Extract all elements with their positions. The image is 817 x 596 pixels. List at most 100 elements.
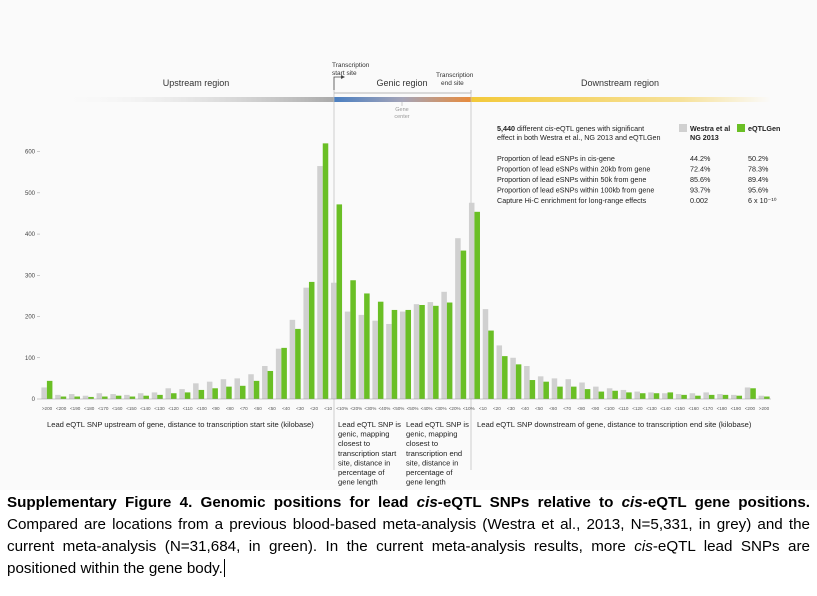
bar-westra [427,302,434,399]
bar-westra [675,394,682,399]
bar-eqtlgen [212,388,218,399]
tes-note-line: Lead eQTL SNP is [406,420,469,429]
tss-note-line: genic, mapping [338,430,390,439]
x-axis-ticks: >200 <200 <190 <180 <170 <160 <150 <140 <130 <120… [42,406,770,411]
tes-bracket [334,90,472,94]
genic-region-label: Genic region [376,78,427,88]
x-tick-label: <70 [563,406,571,411]
region-band: Upstream region Genic region Downstream … [40,62,771,120]
x-tick-label: <60 [254,406,262,411]
x-tick-label: <200 [745,406,756,411]
bar-eqtlgen [460,250,467,399]
bar-eqtlgen [557,386,563,399]
tss-note-line: gene length [338,478,378,487]
bar-eqtlgen [584,389,591,399]
x-tick-label: <180 [84,406,95,411]
bar-eqtlgen [433,305,439,399]
stats-header-line2: effect in both Westra et al., NG 2013 an… [497,133,661,142]
bar-eqtlgen [115,395,122,399]
bar-westra [372,320,378,399]
bar-eqtlgen [667,392,674,399]
stats-row-label: Capture Hi-C enrichment for long-range e… [497,196,647,205]
tss-note-line: Lead eQTL SNP is [338,420,401,429]
bar-westra [124,394,130,399]
stats-header-cis: cis [545,124,554,133]
bar-westra [593,386,599,399]
x-tick-label: <120 [168,406,179,411]
bar-westra [55,394,61,399]
legend-eqtlgen-swatch [737,124,745,132]
upstream-region-label: Upstream region [163,78,230,88]
bar-westra [41,387,47,399]
stats-row-label: Proportion of lead eSNPs within 100kb fr… [497,186,654,195]
x-tick-label: <50 [535,406,543,411]
tss-note-line: transcription start [338,449,397,458]
bar-westra [137,393,144,399]
bar-westra [165,388,172,399]
downstream-gradient [471,97,771,102]
tss-arrow-head-icon [341,75,345,79]
bar-eqtlgen [502,356,508,399]
bar-westra [648,392,654,399]
bar-eqtlgen [74,396,80,399]
stats-row-eqtlgen: 95.6% [748,186,769,195]
x-tick-label: <20% [350,406,362,411]
bar-eqtlgen [171,393,177,399]
bar-eqtlgen [612,390,618,399]
caption-bold-2: -eQTL SNPs relative to [437,494,622,511]
bar-westra [662,393,668,399]
bar-eqtlgen [695,395,701,399]
bar-westra [110,394,116,399]
x-tick-label: >200 [759,406,770,411]
bar-eqtlgen [143,395,149,399]
x-tick-label: <20 [493,406,501,411]
x-tick-label: <110 [618,406,628,411]
y-tick-label: 400 [25,232,36,238]
gene-center-label-line1: Gene [395,107,408,113]
bar-eqtlgen [515,364,522,399]
bar-westra [731,394,737,399]
tes-note-line: percentage of [406,468,453,477]
x-tick-label: <30% [435,406,447,411]
caption-bold-cis-2: cis [621,494,643,511]
x-tick-label: <90 [212,406,220,411]
tss-label-line1: Transcription [332,62,370,69]
bar-westra [248,374,254,399]
bar-eqtlgen [571,386,577,399]
stats-row-westra: 0.002 [690,196,708,205]
bar-eqtlgen [226,386,232,399]
figure-panel: Upstream region Genic region Downstream … [24,62,781,487]
x-tick-label: <30 [507,406,515,411]
x-tick-label: <20% [449,406,461,411]
x-tick-label: >200 [42,406,53,411]
stats-header-count: 5,440 [497,124,515,133]
legend-westra-label-2: NG 2013 [690,133,719,142]
stats-row-eqtlgen: 6 x 10⁻¹⁰ [748,196,777,205]
upstream-axis-note: Lead eQTL SNP upstream of gene, distance… [47,420,314,429]
caption-title: Supplementary Figure 4. Genomic position… [7,494,810,511]
tss-label-line2: start site [332,70,357,77]
bar-eqtlgen [529,380,536,399]
bar-eqtlgen [198,389,205,399]
bar-westra [317,166,323,399]
x-tick-label: <160 [689,406,700,411]
bar-eqtlgen [474,211,480,399]
bar-westra [358,314,365,399]
x-tick-label: <150 [126,406,137,411]
stats-row-label: Proportion of lead eSNPs within 20kb fro… [497,165,650,174]
tes-label-line1: Transcription [436,72,474,79]
downstream-region-label: Downstream region [581,78,659,88]
bar-westra [606,388,613,399]
x-tick-label: <10 [324,406,332,411]
x-tick-label: <10 [479,406,487,411]
bar-westra [220,379,227,399]
x-tick-label: <170 [98,406,109,411]
bar-eqtlgen [377,301,384,399]
stats-rows: Proportion of lead eSNPs in cis-gene 44.2… [497,154,777,205]
bar-westra [303,287,309,399]
bar-eqtlgen [253,380,260,399]
bar-eqtlgen [543,381,549,399]
bar-westra [234,378,240,399]
